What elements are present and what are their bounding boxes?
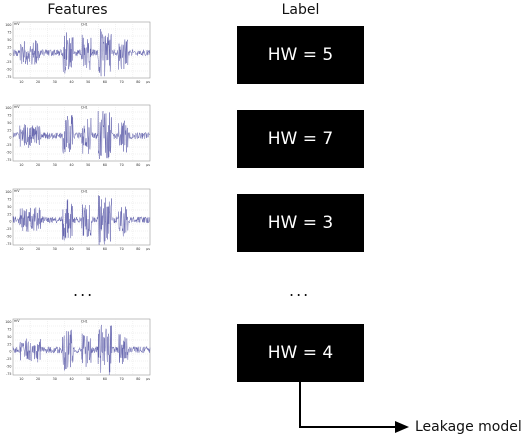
svg-text:80: 80 [136, 163, 140, 167]
svg-text:0: 0 [9, 136, 11, 140]
svg-text:40: 40 [69, 247, 73, 251]
svg-text:75: 75 [7, 327, 11, 331]
svg-text:30: 30 [53, 247, 57, 251]
label-box-3: HW = 3 [237, 194, 364, 252]
svg-text:50: 50 [7, 335, 11, 339]
svg-text:60: 60 [103, 80, 107, 84]
svg-text:0: 0 [9, 350, 11, 354]
svg-text:100: 100 [5, 23, 11, 27]
svg-text:75: 75 [7, 197, 11, 201]
svg-text:25: 25 [7, 128, 11, 132]
svg-text:100: 100 [5, 106, 11, 110]
svg-text:0: 0 [9, 220, 11, 224]
svg-text:10: 10 [19, 163, 23, 167]
power-trace-plot: 100 75 50 25 0 -25 -50 -75 10 20 30 40 50 60 70 80 mV µs C… [3, 315, 161, 387]
svg-text:25: 25 [7, 212, 11, 216]
svg-text:CH1: CH1 [81, 23, 88, 27]
svg-text:30: 30 [53, 163, 57, 167]
svg-text:70: 70 [119, 163, 123, 167]
svg-text:10: 10 [19, 377, 23, 381]
svg-text:0: 0 [9, 53, 11, 57]
svg-text:CH1: CH1 [81, 106, 88, 110]
svg-text:20: 20 [36, 163, 40, 167]
svg-text:-50: -50 [6, 68, 11, 72]
svg-text:50: 50 [86, 247, 90, 251]
svg-text:75: 75 [7, 113, 11, 117]
svg-text:-50: -50 [6, 151, 11, 155]
svg-text:60: 60 [103, 377, 107, 381]
svg-text:50: 50 [7, 121, 11, 125]
svg-text:50: 50 [86, 163, 90, 167]
label-box-1: HW = 5 [237, 26, 364, 84]
svg-text:10: 10 [19, 80, 23, 84]
ellipsis-features: ... [73, 281, 95, 300]
svg-text:-75: -75 [6, 242, 11, 246]
label-box-4: HW = 4 [237, 324, 364, 382]
svg-text:25: 25 [7, 45, 11, 49]
svg-text:80: 80 [136, 377, 140, 381]
ellipsis-labels: ... [289, 281, 311, 300]
svg-text:mV: mV [14, 319, 20, 323]
svg-text:40: 40 [69, 377, 73, 381]
svg-text:CH1: CH1 [81, 190, 88, 194]
svg-text:-25: -25 [6, 357, 11, 361]
features-heading: Features [47, 2, 108, 18]
label-box-2: HW = 7 [237, 110, 364, 168]
power-trace-plot: 100 75 50 25 0 -25 -50 -75 10 20 30 40 50 60 70 80 mV µs C… [3, 101, 161, 173]
svg-text:-50: -50 [6, 235, 11, 239]
power-trace-plot: 100 75 50 25 0 -25 -50 -75 10 20 30 40 50 60 70 80 mV µs C… [3, 185, 161, 257]
svg-text:40: 40 [69, 80, 73, 84]
svg-text:80: 80 [136, 247, 140, 251]
svg-text:70: 70 [119, 80, 123, 84]
svg-text:75: 75 [7, 30, 11, 34]
svg-text:40: 40 [69, 163, 73, 167]
svg-text:µs: µs [146, 80, 150, 84]
svg-text:-25: -25 [6, 60, 11, 64]
svg-text:20: 20 [36, 80, 40, 84]
svg-text:50: 50 [86, 377, 90, 381]
svg-text:30: 30 [53, 80, 57, 84]
svg-text:70: 70 [119, 247, 123, 251]
svg-text:-75: -75 [6, 158, 11, 162]
svg-text:mV: mV [14, 105, 20, 109]
svg-text:-50: -50 [6, 365, 11, 369]
svg-text:µs: µs [146, 247, 150, 251]
svg-text:-75: -75 [6, 372, 11, 376]
svg-text:60: 60 [103, 163, 107, 167]
svg-text:100: 100 [5, 320, 11, 324]
svg-text:50: 50 [7, 38, 11, 42]
svg-text:100: 100 [5, 190, 11, 194]
svg-text:70: 70 [119, 377, 123, 381]
svg-text:CH1: CH1 [81, 320, 88, 324]
leakage-model-label: Leakage model [415, 419, 522, 435]
svg-text:mV: mV [14, 22, 20, 26]
svg-text:80: 80 [136, 80, 140, 84]
svg-text:50: 50 [86, 80, 90, 84]
svg-text:-75: -75 [6, 75, 11, 79]
svg-text:25: 25 [7, 342, 11, 346]
svg-text:-25: -25 [6, 227, 11, 231]
svg-text:30: 30 [53, 377, 57, 381]
label-heading: Label [281, 2, 320, 18]
svg-text:µs: µs [146, 163, 150, 167]
svg-text:60: 60 [103, 247, 107, 251]
svg-text:mV: mV [14, 189, 20, 193]
svg-text:20: 20 [36, 247, 40, 251]
svg-text:µs: µs [146, 377, 150, 381]
svg-text:20: 20 [36, 377, 40, 381]
power-trace-plot: 100 75 50 25 0 -25 -50 -75 10 20 30 40 50 60 70 80 mV µs C… [3, 18, 161, 90]
svg-text:10: 10 [19, 247, 23, 251]
svg-text:50: 50 [7, 205, 11, 209]
svg-text:-25: -25 [6, 143, 11, 147]
